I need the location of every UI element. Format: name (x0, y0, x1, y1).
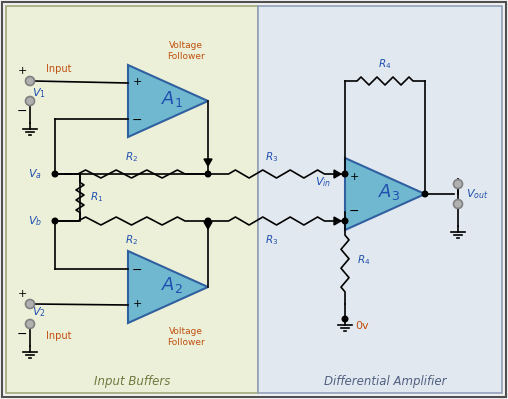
Text: $R_2$: $R_2$ (125, 233, 138, 247)
Text: Voltage
Follower: Voltage Follower (167, 41, 205, 61)
Polygon shape (128, 65, 208, 137)
Circle shape (25, 300, 35, 308)
Text: $R_1$: $R_1$ (90, 191, 103, 204)
Circle shape (342, 316, 348, 322)
Text: −: − (17, 105, 27, 117)
Text: −: − (349, 205, 359, 217)
Text: $V_1$: $V_1$ (32, 86, 46, 100)
Circle shape (25, 97, 35, 105)
Polygon shape (334, 170, 341, 178)
Circle shape (342, 218, 348, 224)
Text: $V_b$: $V_b$ (28, 214, 42, 228)
Polygon shape (128, 251, 208, 323)
Polygon shape (204, 222, 212, 229)
Text: +: + (132, 299, 142, 309)
Text: −: − (132, 113, 142, 126)
Text: $V_{out}$: $V_{out}$ (466, 187, 489, 201)
Circle shape (454, 200, 462, 209)
Text: $R_3$: $R_3$ (265, 150, 278, 164)
Text: $R_2$: $R_2$ (125, 150, 138, 164)
Circle shape (342, 171, 348, 177)
Text: Differential Amplifier: Differential Amplifier (324, 375, 446, 387)
Text: $R_4$: $R_4$ (357, 253, 370, 267)
Text: +: + (17, 289, 27, 299)
Circle shape (25, 320, 35, 328)
Text: $R_3$: $R_3$ (265, 233, 278, 247)
Circle shape (52, 171, 58, 177)
Text: +: + (350, 172, 359, 182)
Text: Input Buffers: Input Buffers (94, 375, 170, 387)
FancyBboxPatch shape (6, 6, 258, 393)
Text: Voltage
Follower: Voltage Follower (167, 327, 205, 347)
Text: −: − (132, 263, 142, 277)
Text: $V_a$: $V_a$ (28, 167, 42, 181)
Text: 0v: 0v (355, 321, 369, 331)
Text: Input: Input (46, 331, 72, 341)
Polygon shape (204, 159, 212, 166)
Circle shape (52, 218, 58, 224)
Circle shape (422, 191, 428, 197)
Text: $A_1$: $A_1$ (161, 89, 183, 109)
Text: $V_2$: $V_2$ (32, 305, 46, 319)
Text: +: + (17, 66, 27, 76)
FancyBboxPatch shape (258, 6, 502, 393)
Polygon shape (345, 158, 425, 230)
Text: $R_4$: $R_4$ (378, 57, 392, 71)
Circle shape (205, 171, 211, 177)
Circle shape (25, 77, 35, 85)
Text: $A_2$: $A_2$ (161, 275, 183, 295)
Text: −: − (17, 328, 27, 340)
Text: +: + (132, 77, 142, 87)
Circle shape (205, 218, 211, 224)
Text: Input: Input (46, 64, 72, 74)
Text: $V_{in}$: $V_{in}$ (315, 175, 331, 189)
Text: $A_3$: $A_3$ (378, 182, 400, 202)
Polygon shape (334, 217, 341, 225)
Circle shape (454, 180, 462, 188)
